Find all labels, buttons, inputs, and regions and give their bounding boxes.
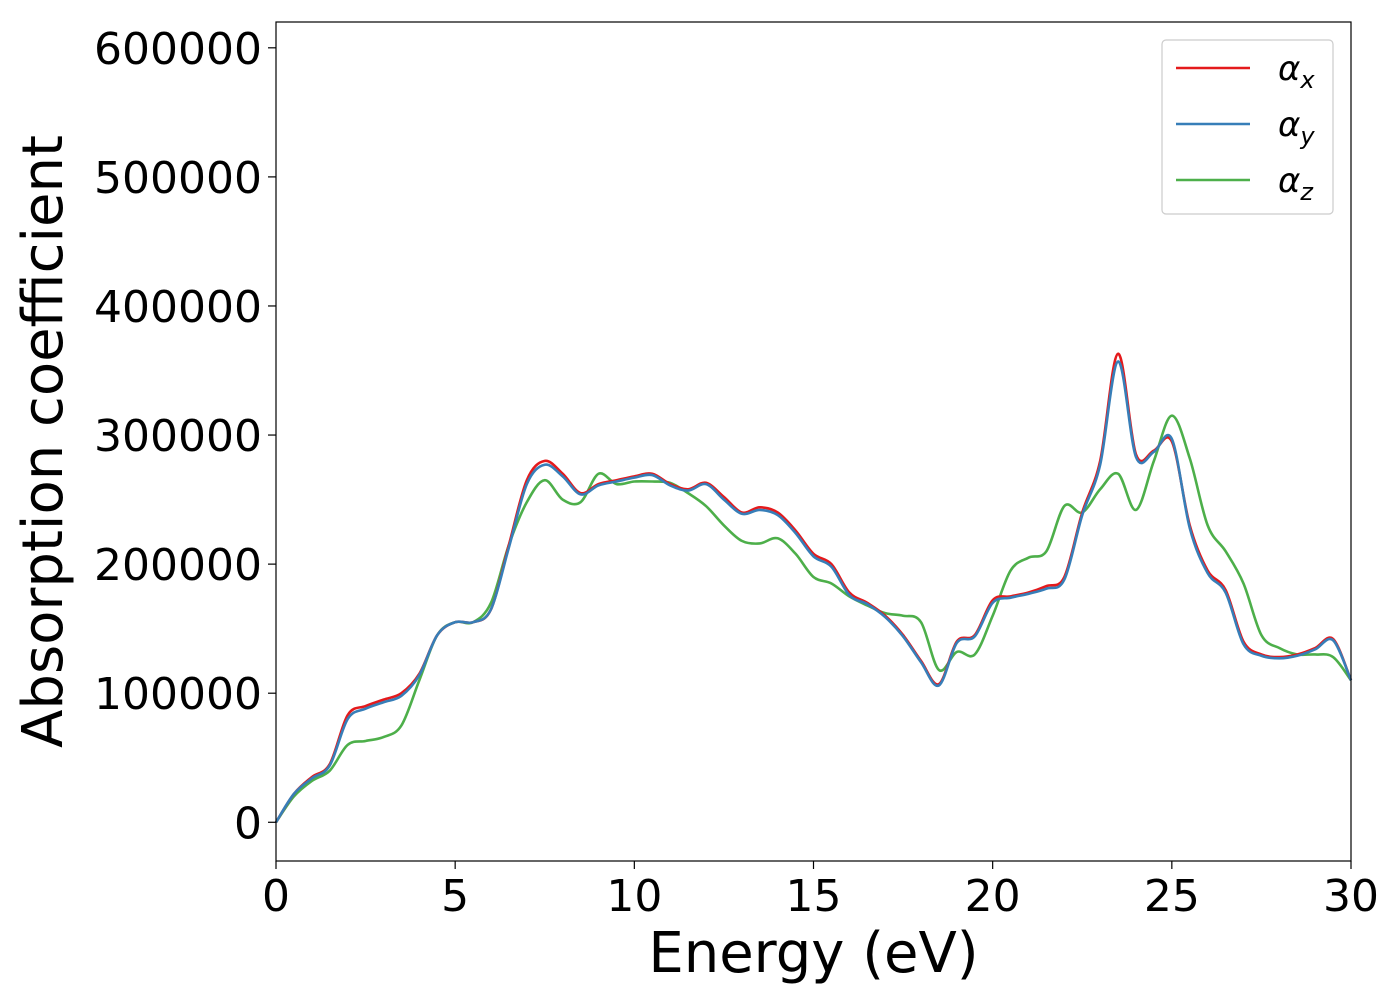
legend-box <box>1161 39 1334 215</box>
y-tick-label: 400000 <box>94 282 262 333</box>
x-axis-ticks: 0 5 10 15 20 25 30 <box>262 861 1379 922</box>
y-axis-label: Absorption coefficient <box>11 135 76 748</box>
x-tick-label: 5 <box>441 871 469 922</box>
x-tick-label: 25 <box>1144 871 1200 922</box>
series-layer <box>274 352 1353 824</box>
x-tick-label: 15 <box>786 871 842 922</box>
x-tick-label: 20 <box>965 871 1021 922</box>
x-tick-label: 30 <box>1323 871 1379 922</box>
y-tick-label: 300000 <box>94 411 262 462</box>
x-tick-label: 10 <box>606 871 662 922</box>
y-tick-label: 0 <box>234 798 262 849</box>
y-axis-ticks: 0 100000 200000 300000 400000 500000 600000 <box>94 24 276 849</box>
y-tick-label: 100000 <box>94 669 262 720</box>
x-tick-label: 0 <box>262 871 290 922</box>
series-line-y <box>274 360 1353 823</box>
y-tick-label: 600000 <box>94 24 262 75</box>
x-axis-label: Energy (eV) <box>648 921 978 986</box>
y-tick-label: 500000 <box>94 153 262 204</box>
y-tick-label: 200000 <box>94 540 262 591</box>
